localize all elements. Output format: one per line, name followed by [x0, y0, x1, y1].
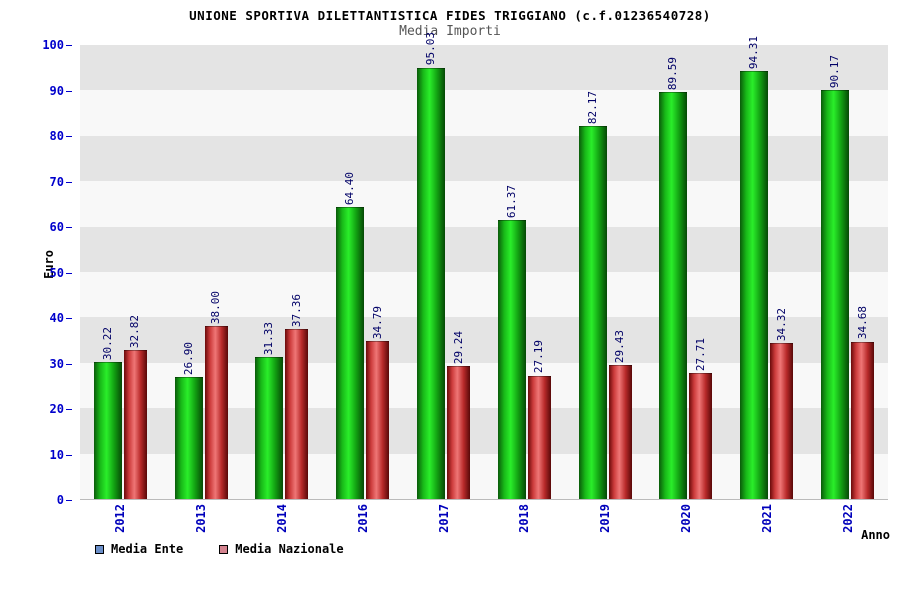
legend-label: Media Nazionale	[235, 542, 344, 556]
bar-media-ente-2017: 95.03	[417, 32, 446, 499]
y-tick-10: 10	[49, 447, 73, 462]
bar-value-label: 31.33	[262, 321, 276, 355]
bar-value-label: 29.43	[613, 330, 627, 364]
bar-media-ente-2022: 90.17	[821, 55, 850, 499]
bar-value-label: 94.31	[747, 35, 761, 69]
bar-media-ente-2018: 61.37	[497, 185, 526, 499]
bar-group-2020: 89.59 27.71	[646, 45, 727, 499]
bar-group-2014: 31.33 37.36	[242, 45, 323, 499]
bar-media-nazionale-2017: 29.24	[447, 331, 471, 499]
x-tick-2019: 2019	[565, 504, 646, 548]
x-tick-label: 2021	[759, 504, 774, 533]
legend-item-media-nazionale: Media Nazionale	[219, 542, 344, 556]
x-tick-2017: 2017	[403, 504, 484, 548]
bar-media-ente-2016: 64.40	[336, 172, 365, 499]
x-tick-label: 2012	[113, 504, 128, 533]
x-tick-label: 2016	[355, 504, 370, 533]
bar-media-nazionale-2016: 34.79	[366, 306, 390, 499]
chart-title: UNIONE SPORTIVA DILETTANTISTICA FIDES TR…	[189, 8, 711, 23]
bar-group-2013: 26.90 38.00	[161, 45, 242, 499]
x-tick-label: 2018	[517, 504, 532, 533]
x-tick-label: 2019	[598, 504, 613, 533]
bar-media-ente-2020: 89.59	[659, 57, 688, 499]
y-tick-60: 60	[49, 220, 73, 234]
bar-value-label: 89.59	[666, 57, 680, 91]
bar-groups: 30.22 32.82 26.90 38.00 31.33 37.36 64.40 34.79…	[80, 32, 888, 499]
bar-group-2021: 94.31 34.32	[726, 36, 807, 499]
bar-value-label: 26.90	[181, 341, 195, 375]
bar-media-nazionale-2012: 32.82	[123, 315, 147, 499]
x-tick-label: 2017	[436, 504, 451, 533]
bar-value-label: 82.17	[585, 90, 599, 124]
x-tick-label: 2014	[274, 504, 289, 533]
bar-group-2019: 82.17 29.43	[565, 45, 646, 499]
bar-group-2012: 30.22 32.82	[80, 45, 161, 499]
y-tick-30: 30	[49, 356, 73, 371]
y-tick-70: 70	[49, 174, 73, 189]
x-tick-2021: 2021	[726, 504, 807, 548]
x-tick-2020: 2020	[646, 504, 727, 548]
bar-group-2018: 61.37 27.19	[484, 45, 565, 499]
bar-value-label: 32.82	[128, 314, 142, 348]
bar-value-label: 37.36	[289, 294, 303, 328]
bar-media-ente-2012: 30.22	[93, 327, 122, 499]
y-axis-ticks: 0 10 20 30 40 50 60 70 80 90 100	[30, 39, 73, 506]
bar-media-nazionale-2018: 27.19	[527, 340, 551, 499]
y-tick-80: 80	[49, 129, 73, 143]
plot-area: 30.22 32.82 26.90 38.00 31.33 37.36 64.40 34.79…	[80, 32, 888, 500]
x-tick-2018: 2018	[484, 504, 565, 548]
bar-media-ente-2014: 31.33	[255, 322, 284, 499]
y-tick-100: 100	[42, 38, 72, 52]
bar-media-ente-2013: 26.90	[174, 342, 203, 499]
bar-value-label: 34.79	[370, 305, 384, 340]
legend-item-media-ente: Media Ente	[95, 542, 183, 556]
bar-media-nazionale-2020: 27.71	[689, 338, 713, 499]
bar-value-label: 34.32	[774, 308, 788, 342]
bar-value-label: 95.03	[424, 32, 438, 66]
bar-value-label: 27.19	[532, 340, 546, 374]
x-axis-title: Anno	[861, 528, 890, 542]
bar-group-2017: 95.03 29.24	[403, 32, 484, 499]
x-tick-label: 2013	[194, 504, 209, 533]
x-tick-label: 2022	[840, 504, 855, 533]
y-tick-50: 50	[49, 265, 73, 280]
bar-media-nazionale-2022: 34.68	[851, 306, 875, 499]
bar-group-2016: 64.40 34.79	[322, 45, 403, 499]
bar-value-label: 34.68	[855, 306, 869, 340]
y-tick-40: 40	[49, 311, 73, 325]
bar-value-label: 64.40	[343, 171, 357, 205]
bar-value-label: 30.22	[100, 326, 114, 360]
bar-value-label: 61.37	[504, 185, 518, 219]
bar-media-nazionale-2013: 38.00	[204, 291, 228, 499]
legend: Media Ente Media Nazionale	[95, 542, 344, 556]
legend-label: Media Ente	[111, 542, 184, 556]
y-tick-20: 20	[49, 402, 73, 416]
bar-media-nazionale-2021: 34.32	[770, 308, 794, 499]
x-tick-label: 2020	[678, 504, 693, 533]
chart-subtitle: Media Importi	[399, 24, 501, 39]
bar-value-label: 90.17	[828, 54, 842, 88]
media-ente-swatch-icon	[95, 544, 104, 554]
bar-media-nazionale-2014: 37.36	[285, 294, 309, 499]
bar-media-ente-2019: 82.17	[578, 91, 607, 499]
media-nazionale-swatch-icon	[219, 544, 229, 554]
y-tick-0: 0	[56, 493, 73, 507]
bar-media-nazionale-2019: 29.43	[608, 330, 632, 499]
bar-value-label: 38.00	[209, 291, 223, 325]
bar-media-ente-2021: 94.31	[740, 36, 769, 499]
y-tick-90: 90	[49, 83, 73, 98]
bar-value-label: 27.71	[693, 338, 707, 372]
bar-group-2022: 90.17 34.68	[807, 45, 888, 499]
bar-value-label: 29.24	[451, 331, 465, 365]
